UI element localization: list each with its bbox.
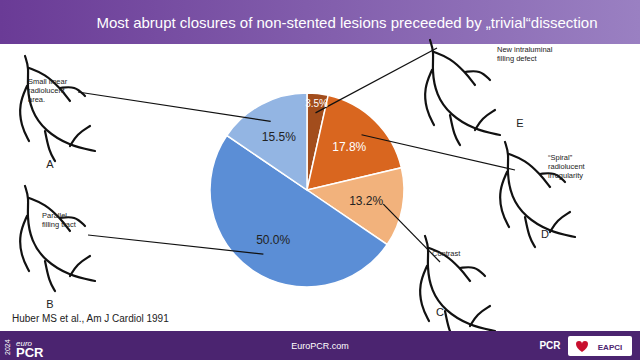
footer-logo: PCR: [16, 345, 44, 360]
data-label: 15.5%: [262, 130, 296, 144]
annotation-line: irregularity: [548, 171, 583, 180]
chart-title: Most abrupt closures of non-stented lesi…: [96, 14, 597, 31]
annotation-line: area.: [28, 95, 45, 104]
connector-line: [78, 92, 271, 121]
vessel: [70, 126, 90, 146]
vessel: [475, 110, 495, 130]
vessel: [500, 172, 509, 227]
angiogram-sketch: [20, 56, 95, 161]
annotation-line: radiolucent: [548, 162, 586, 171]
vessel: [25, 186, 95, 281]
annotation-line: New intraluminal: [497, 45, 553, 54]
vessel: [20, 216, 29, 271]
slide: Most abrupt closures of non-stented lesi…: [0, 0, 640, 360]
connector-line: [88, 235, 263, 254]
vessel: [425, 236, 495, 331]
annotation-text: Contrast: [432, 249, 461, 258]
category-letter: B: [46, 298, 53, 310]
partner-logo-box: [568, 336, 632, 356]
vessel: [25, 56, 95, 151]
annotation-line: filling tract: [42, 220, 77, 229]
pie-slice: [227, 93, 307, 190]
category-letter: D: [541, 228, 549, 240]
vessel: [509, 154, 550, 187]
footer-site: EuroPCR.com: [291, 341, 349, 351]
angiogram-sketch: [500, 142, 575, 247]
annotation-text: Parallelfilling tract: [42, 211, 77, 229]
vessel: [465, 71, 490, 80]
vessel: [460, 267, 485, 276]
partner-logo: EAPCI: [598, 343, 622, 352]
data-label: 50.0%: [256, 233, 290, 247]
annotation-line: Parallel: [42, 211, 67, 220]
vessel: [450, 115, 460, 145]
background: [0, 0, 640, 360]
connector-line: [362, 135, 515, 170]
data-label: 13.2%: [349, 194, 383, 208]
vessel: [434, 52, 475, 85]
annotation-text: New intraluminalfilling defect: [497, 45, 553, 63]
vessel: [505, 142, 575, 237]
category-letter: E: [516, 117, 523, 129]
connectors: [78, 48, 515, 262]
annotations: New intraluminalfilling defect“Spiral”ra…: [28, 45, 586, 318]
data-label: 3.5%: [305, 98, 328, 109]
annotation-text: Small linearradiolucentarea.: [28, 77, 68, 104]
vessel: [425, 70, 434, 125]
vessel: [70, 256, 90, 276]
vessel: [430, 40, 500, 135]
annotation-line: Small linear: [28, 77, 68, 86]
footer-bar: [0, 331, 640, 360]
title-banner: [0, 0, 640, 44]
vessel: [45, 131, 55, 161]
angiogram-sketch: [420, 236, 495, 341]
annotation-line: radiolucent: [28, 86, 66, 95]
category-letter: C: [436, 306, 444, 318]
annotation-line: Contrast: [432, 249, 461, 258]
connector-line: [316, 48, 437, 113]
pie: [210, 93, 404, 287]
angiogram-sketch: [20, 186, 95, 291]
angiogram-sketches: [20, 40, 575, 341]
annotation-line: filling defect: [497, 54, 538, 63]
partner-logo: PCR: [539, 340, 561, 351]
vessel: [429, 248, 470, 281]
vessel: [420, 266, 429, 321]
category-letter: A: [46, 158, 54, 170]
angiogram-sketch: [425, 40, 500, 145]
citation: Huber MS et al., Am J Cardiol 1991: [12, 313, 169, 324]
vessel: [45, 261, 55, 291]
vessel: [525, 217, 535, 247]
data-label: 17.8%: [332, 140, 366, 154]
vessel: [550, 212, 570, 232]
vessel: [470, 306, 490, 326]
annotation-line: “Spiral”: [548, 153, 573, 162]
footer-year: 2024: [4, 339, 11, 355]
annotation-text: “Spiral”radiolucentirregularity: [548, 153, 586, 180]
partner-heart: [576, 341, 588, 352]
data-labels: 3.5% 17.8% 13.2% 50.0% 15.5%: [256, 98, 383, 247]
